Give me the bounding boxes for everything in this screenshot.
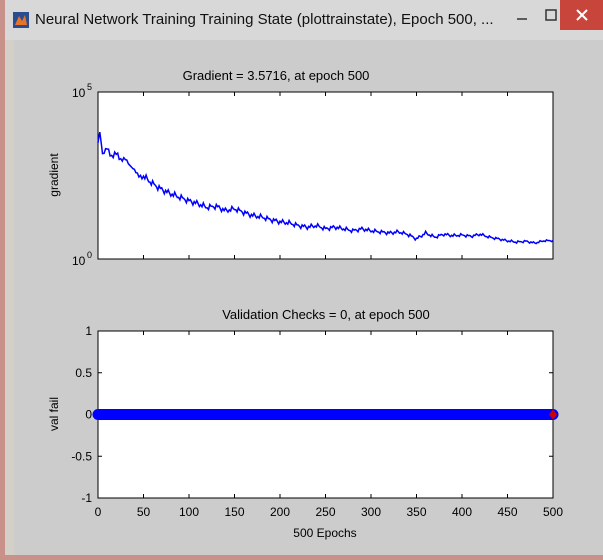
valfail-ytick-label: 1 [85,324,92,338]
valfail-xtick-label: 450 [497,505,517,519]
gradient-x-ticks [97,92,554,259]
valfail-xlabel: 500 Epochs [293,526,356,540]
valfail-xtick-label: 150 [224,505,244,519]
valfail-xtick-label: 350 [406,505,426,519]
valfail-ytick-label: 0.5 [75,366,92,380]
valfail-xtick-label: 0 [95,505,102,519]
valfail-xtick-label: 200 [270,505,290,519]
gradient-title: Gradient = 3.5716, at epoch 500 [183,68,370,83]
valfail-xtick-label: 300 [361,505,381,519]
valfail-ytick-label: -0.5 [71,449,92,463]
valfail-xtick-label: 500 [543,505,563,519]
valfail-ticks: 0 50 100 150 200 250 300 350 400 450 500 1 0.5 0 -0.5 -… [71,324,563,519]
maximize-button[interactable] [537,0,564,30]
valfail-axes: Validation Checks = 0, at epoch 500 0 50 1… [47,307,563,540]
matlab-icon [13,12,29,28]
gradient-ytick-bottom-exp: 0 [87,250,92,260]
minimize-icon [516,18,527,20]
gradient-axes: Gradient = 3.5716, at epoch 500 10 5 10 … [47,68,554,268]
valfail-xtick-label: 400 [452,505,472,519]
close-icon [575,9,588,21]
plots-svg: Gradient = 3.5716, at epoch 500 10 5 10 … [47,68,563,540]
valfail-xtick-label: 250 [315,505,335,519]
figure-canvas: Gradient = 3.5716, at epoch 500 10 5 10 … [14,40,603,555]
valfail-ytick-label: 0 [85,408,92,422]
gradient-ylabel: gradient [47,153,61,197]
valfail-title: Validation Checks = 0, at epoch 500 [222,307,430,322]
valfail-ytick-label: -1 [81,491,92,505]
valfail-ylabel: val fail [47,397,61,431]
gradient-plot-area [97,91,554,260]
figure-window: Neural Network Training Training State (… [5,0,603,555]
gradient-series-line [97,131,554,245]
title-bar[interactable]: Neural Network Training Training State (… [5,0,603,40]
gradient-ytick-top-exp: 5 [87,82,92,92]
valfail-xtick-label: 100 [179,505,199,519]
valfail-series [92,409,559,420]
window-title: Neural Network Training Training State (… [35,11,494,28]
maximize-icon [544,9,557,21]
close-button[interactable] [560,0,603,30]
gradient-ytick-bottom: 10 [72,254,86,268]
minimize-button[interactable] [508,0,535,30]
valfail-final-point [549,409,557,420]
gradient-ytick-top: 10 [72,86,86,100]
valfail-xtick-label: 50 [137,505,151,519]
